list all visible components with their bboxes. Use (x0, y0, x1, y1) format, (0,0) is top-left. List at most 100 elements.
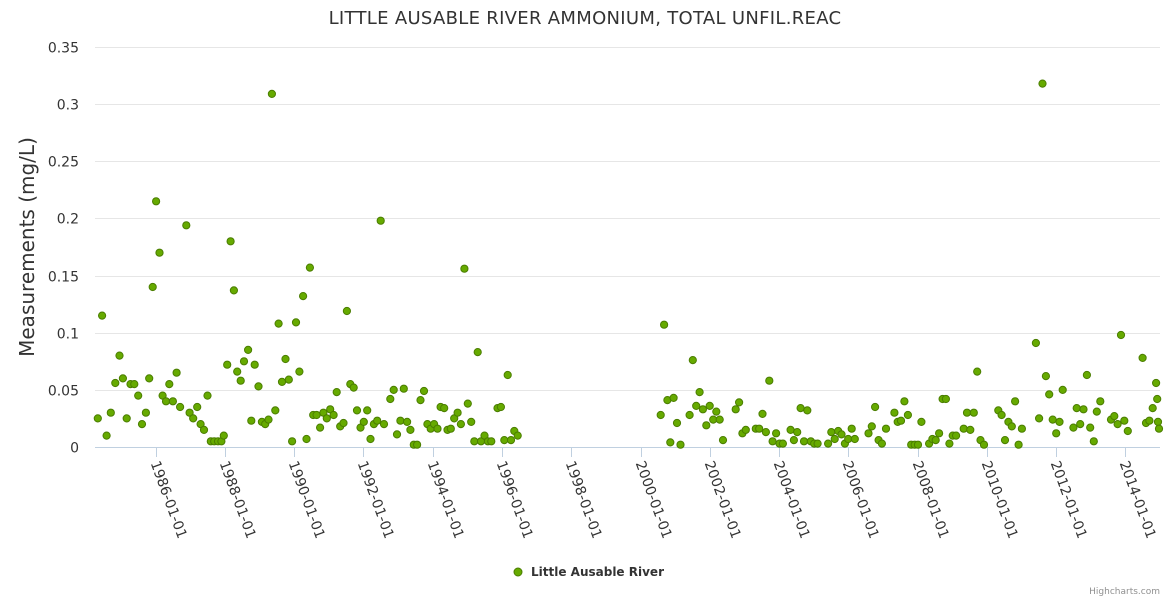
data-point[interactable] (223, 360, 232, 369)
data-point[interactable] (506, 436, 516, 445)
data-point[interactable] (1089, 437, 1098, 446)
data-point[interactable] (277, 377, 287, 386)
data-point[interactable] (219, 431, 228, 440)
data-point[interactable] (1007, 422, 1016, 431)
data-point[interactable] (165, 380, 174, 389)
data-point[interactable] (250, 360, 259, 369)
data-point[interactable] (467, 417, 476, 426)
data-point[interactable] (288, 437, 297, 446)
data-point[interactable] (803, 406, 812, 415)
data-point[interactable] (226, 237, 235, 246)
data-point[interactable] (1153, 394, 1162, 404)
data-point[interactable] (969, 408, 978, 417)
data-point[interactable] (1120, 416, 1129, 425)
data-point[interactable] (1082, 370, 1092, 380)
data-point[interactable] (182, 221, 191, 230)
data-point[interactable] (705, 401, 714, 410)
data-point[interactable] (1123, 426, 1132, 436)
data-point[interactable] (789, 436, 799, 445)
data-point[interactable] (702, 421, 711, 430)
data-point[interactable] (413, 440, 422, 449)
data-point[interactable] (403, 417, 412, 426)
data-point[interactable] (1092, 407, 1101, 416)
data-point[interactable] (1014, 440, 1023, 449)
data-point[interactable] (115, 351, 124, 360)
data-point[interactable] (772, 429, 781, 438)
data-point[interactable] (824, 439, 833, 448)
data-point[interactable] (867, 422, 876, 431)
data-point[interactable] (871, 402, 880, 412)
data-point[interactable] (274, 319, 283, 328)
data-point[interactable] (758, 409, 767, 418)
data-point[interactable] (284, 375, 293, 384)
data-point[interactable] (1045, 390, 1054, 399)
legend-label[interactable]: Little Ausable River (531, 565, 664, 579)
data-point[interactable] (470, 437, 479, 446)
data-point[interactable] (148, 282, 157, 292)
data-point[interactable] (254, 382, 263, 391)
data-point[interactable] (768, 437, 777, 446)
data-point[interactable] (830, 434, 839, 444)
data-point[interactable] (962, 408, 972, 417)
data-point[interactable] (93, 414, 102, 423)
data-point[interactable] (329, 410, 338, 420)
data-point[interactable] (168, 397, 177, 406)
data-point[interactable] (193, 402, 202, 412)
data-point[interactable] (660, 320, 669, 329)
data-point[interactable] (161, 397, 171, 406)
data-point[interactable] (363, 406, 372, 415)
data-point[interactable] (890, 408, 899, 417)
data-point[interactable] (416, 396, 425, 405)
data-point[interactable] (945, 439, 954, 448)
data-point[interactable] (896, 416, 906, 425)
data-point[interactable] (463, 399, 472, 408)
data-point[interactable] (864, 429, 873, 438)
data-point[interactable] (456, 420, 465, 429)
data-point[interactable] (900, 397, 909, 406)
data-point[interactable] (106, 408, 115, 417)
data-point[interactable] (1055, 417, 1064, 426)
data-point[interactable] (1096, 397, 1105, 406)
data-point[interactable] (229, 286, 238, 295)
data-point[interactable] (1069, 423, 1078, 432)
data-point[interactable] (966, 425, 975, 434)
data-point[interactable] (379, 420, 389, 429)
data-point[interactable] (244, 345, 253, 354)
data-point[interactable] (134, 391, 143, 400)
data-point[interactable] (778, 439, 788, 448)
data-point[interactable] (145, 374, 154, 383)
data-point[interactable] (396, 416, 405, 425)
data-point[interactable] (496, 402, 505, 412)
data-point[interactable] (1153, 417, 1163, 426)
data-point[interactable] (1052, 429, 1061, 438)
data-point[interactable] (715, 415, 724, 424)
data-point[interactable] (741, 425, 750, 434)
data-point[interactable] (349, 383, 358, 392)
data-point[interactable] (1110, 412, 1119, 421)
data-point[interactable] (917, 417, 926, 426)
data-point[interactable] (1072, 404, 1081, 413)
data-point[interactable] (406, 425, 415, 434)
data-point[interactable] (698, 405, 708, 414)
data-point[interactable] (813, 439, 822, 448)
data-point[interactable] (850, 434, 859, 444)
data-point[interactable] (339, 418, 348, 428)
data-point[interactable] (130, 380, 139, 389)
data-point[interactable] (440, 404, 449, 413)
data-point[interactable] (761, 428, 771, 437)
data-point[interactable] (264, 415, 273, 424)
data-point[interactable] (199, 425, 209, 434)
data-point[interactable] (316, 423, 325, 432)
legend[interactable]: Little Ausable River (513, 565, 664, 579)
data-point[interactable] (419, 386, 429, 396)
data-point[interactable] (755, 424, 764, 433)
data-point[interactable] (941, 394, 951, 404)
data-point[interactable] (973, 367, 982, 376)
data-point[interactable] (692, 401, 701, 410)
data-point[interactable] (271, 406, 280, 415)
data-point[interactable] (799, 437, 809, 446)
data-point[interactable] (312, 410, 321, 420)
data-point[interactable] (881, 424, 891, 433)
data-point[interactable] (460, 264, 469, 273)
data-point[interactable] (959, 424, 968, 433)
